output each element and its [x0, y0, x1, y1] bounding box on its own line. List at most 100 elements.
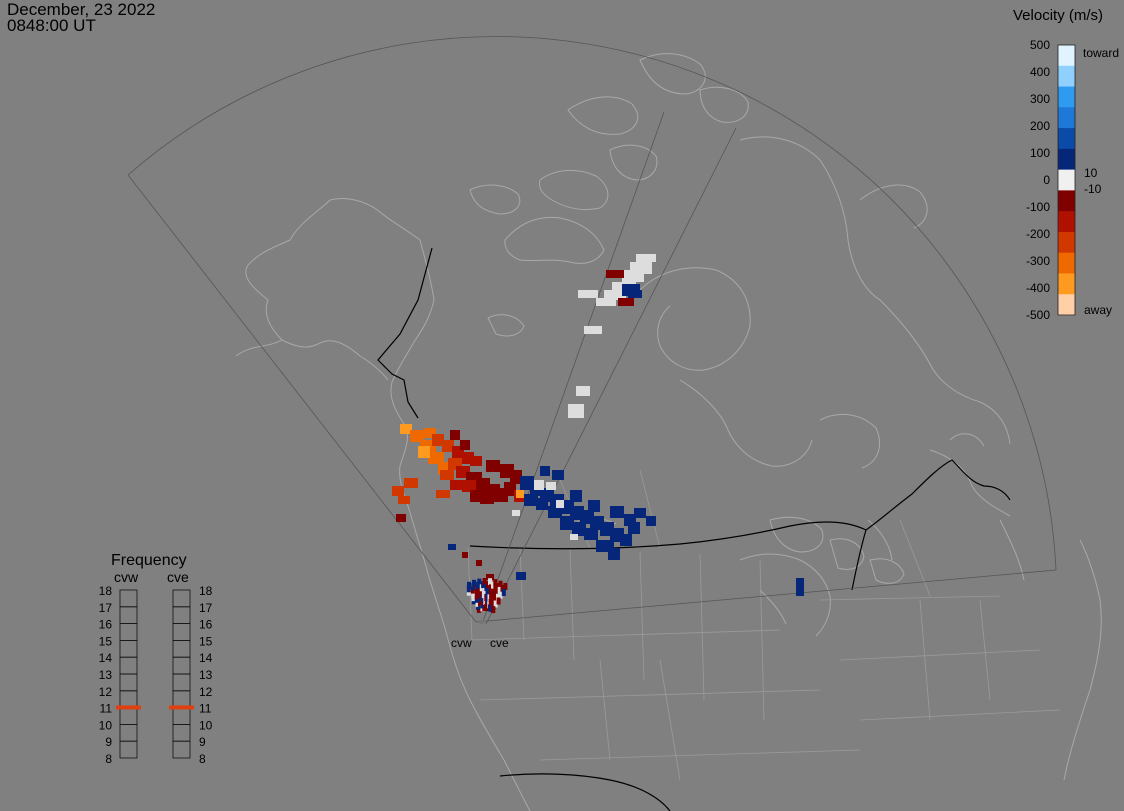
- velocity-cell: [450, 480, 462, 490]
- velocity-cell: [576, 386, 590, 396]
- frequency-cell: [119, 606, 138, 624]
- frequency-column-cvw: [116, 589, 141, 759]
- velocity-cell: [472, 579, 476, 587]
- velocity-cell: [646, 516, 656, 526]
- velocity-cell: [628, 522, 640, 534]
- velocity-cell: [448, 544, 456, 550]
- radar-label-cvw: cvw: [451, 636, 472, 650]
- velocity-cell: [396, 514, 406, 522]
- velocity-cell: [424, 428, 436, 438]
- frequency-cell: [119, 623, 138, 641]
- velocity-cell: [488, 578, 492, 586]
- frequency-level-label: 10: [199, 718, 213, 732]
- velocity-cell: [503, 583, 508, 590]
- colorbar-tick-label: 500: [1030, 38, 1050, 52]
- velocity-cell: [491, 606, 496, 614]
- colorbar-segment: [1058, 65, 1075, 88]
- colorbar-away-label: away: [1084, 303, 1112, 317]
- frequency-level-label: 12: [199, 685, 213, 699]
- velocity-cell: [534, 480, 544, 490]
- velocity-cell: [418, 446, 430, 458]
- frequency-cell: [172, 724, 191, 742]
- colorbar-tick-label: -500: [1026, 308, 1050, 322]
- velocity-cell: [480, 598, 485, 606]
- frequency-cell: [172, 640, 191, 658]
- frequency-level-label: 16: [99, 618, 113, 632]
- frequency-cell: [172, 606, 191, 624]
- velocity-cell: [410, 430, 424, 442]
- frequency-level-label: 15: [199, 634, 213, 648]
- colorbar-segment: [1058, 231, 1075, 254]
- frequency-cell: [172, 656, 191, 675]
- velocity-cell: [494, 590, 499, 597]
- frequency-cell: [172, 740, 191, 759]
- velocity-cell: [608, 548, 620, 560]
- frequency-panel: Frequency cvw cve 18 17 16 15 14 13 12 11 10 9 8 1…: [99, 552, 213, 766]
- velocity-cell: [400, 424, 412, 434]
- frequency-marker: [116, 705, 141, 710]
- velocity-cell: [498, 580, 503, 588]
- velocity-cell: [478, 588, 483, 596]
- frequency-level-label: 18: [99, 584, 113, 598]
- colorbar-segment: [1058, 148, 1075, 171]
- frequency-level-label: 8: [199, 752, 206, 766]
- frequency-labels-left: 18 17 16 15 14 13 12 11 10 9 8: [99, 584, 113, 766]
- velocity-cell: [512, 510, 520, 516]
- velocity-cell: [432, 434, 444, 446]
- colorbar-segment: [1058, 294, 1075, 316]
- frequency-cell: [119, 690, 138, 708]
- velocity-cell: [604, 290, 626, 300]
- colorbar-segment: [1058, 45, 1075, 67]
- frequency-cell: [172, 673, 191, 692]
- velocity-cell: [478, 598, 482, 606]
- frequency-level-label: 13: [199, 668, 213, 682]
- colorbar-tick-labels: 500 400 300 200 100 0 -100 -200 -300 -400 -500: [1026, 38, 1050, 322]
- velocity-cell: [470, 456, 482, 466]
- velocity-cell: [516, 572, 526, 580]
- frequency-title: Frequency: [111, 552, 187, 569]
- velocity-cell: [536, 498, 548, 510]
- fov-outline: [127, 36, 1057, 625]
- velocity-cell: [501, 589, 506, 596]
- state-borders: [467, 469, 1061, 781]
- velocity-cell: [588, 500, 600, 512]
- colorbar-inner-label-pos: 10: [1084, 166, 1098, 180]
- velocity-cell: [467, 581, 471, 589]
- frequency-level-label: 16: [199, 618, 213, 632]
- velocity-cell: [442, 440, 454, 452]
- colorbar-segments: [1058, 45, 1075, 316]
- colorbar-segment: [1058, 86, 1075, 108]
- colorbar-tick-label: 300: [1030, 92, 1050, 106]
- frequency-level-label: 18: [199, 584, 213, 598]
- velocity-cell: [492, 592, 497, 600]
- velocity-cell: [500, 584, 505, 592]
- velocity-cell: [556, 500, 564, 508]
- velocity-cell: [510, 470, 522, 484]
- velocity-cell: [584, 326, 602, 334]
- frequency-cell: [172, 623, 191, 641]
- frequency-marker: [169, 705, 194, 710]
- colorbar-title: Velocity (m/s): [1013, 7, 1103, 24]
- velocity-cell: [482, 578, 487, 585]
- velocity-cell: [491, 581, 495, 589]
- velocity-cell: [552, 470, 564, 480]
- frequency-level-label: 11: [100, 702, 113, 716]
- colorbar-segment: [1058, 273, 1075, 295]
- velocity-cell: [475, 589, 479, 597]
- frequency-radar-cvw: cvw: [114, 569, 139, 585]
- velocity-cell: [493, 585, 498, 593]
- velocity-cell: [596, 298, 616, 306]
- coastlines: [235, 53, 1102, 811]
- colorbar-tick-label: 200: [1030, 119, 1050, 133]
- velocity-cell: [618, 298, 634, 306]
- velocity-cell: [486, 574, 494, 580]
- velocity-data-cells: [392, 254, 804, 614]
- frequency-cell: [119, 640, 138, 658]
- velocity-cell: [480, 492, 494, 504]
- frequency-level-label: 13: [99, 668, 113, 682]
- velocity-cell: [497, 586, 502, 594]
- velocity-cell: [570, 490, 582, 502]
- velocity-cell: [504, 482, 516, 496]
- colorbar-tick-label: -300: [1026, 254, 1050, 268]
